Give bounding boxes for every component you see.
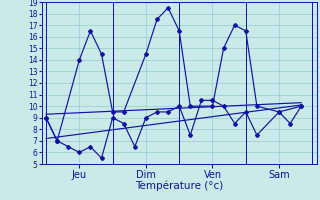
X-axis label: Température (°c): Température (°c) xyxy=(135,181,223,191)
